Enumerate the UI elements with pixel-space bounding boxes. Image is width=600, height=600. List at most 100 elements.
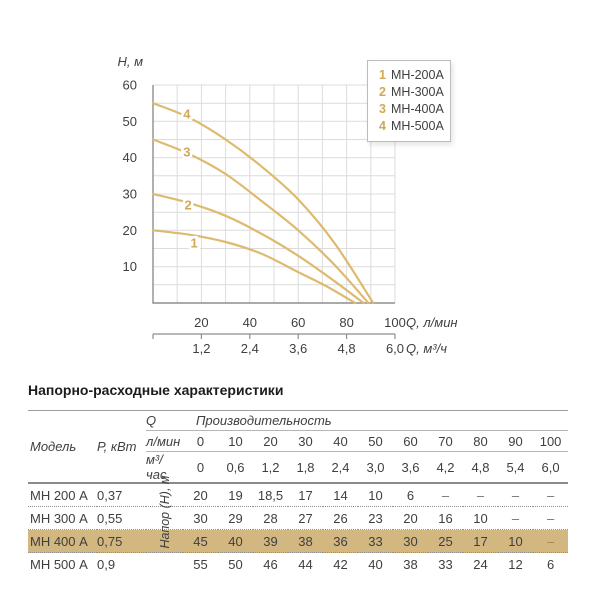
flow-m3h-value: 2,4 [323,451,358,484]
pump-curve-МН-400А [151,138,370,305]
x-tick-label-m3h: 4,8 [338,341,356,356]
head-value-cell: 39 [253,529,288,553]
table-row-мн-400-а: МН 400 А 0,75 45 40 39 38 36 33 30 25 17 10– [28,529,569,553]
header-row-groups: Модель Р, кВт Q Производительность [28,410,569,484]
head-value-cell: 23 [358,506,393,530]
head-value-cell: 26 [323,506,358,530]
legend-item: 3 МН-400А [377,101,450,118]
head-value-cell: 50 [218,552,253,575]
legend-index: 1 [379,68,386,82]
head-value-cell: 6 [406,487,415,503]
x-axis-title-lmin: Q, л/мин [406,315,458,330]
flow-lmin-value: 0 [183,430,218,452]
secondary-axis-m3h [152,333,396,339]
x-tick-label-m3h: 3,6 [289,341,307,356]
power-cell: 0,37 [97,487,123,503]
flow-m3h-value: 1,2 [253,451,288,484]
unit-m3h: м³/час [146,451,183,484]
head-value-cell: 17 [463,529,498,553]
legend-index: 4 [379,119,386,133]
power-cell: 0,9 [97,552,146,575]
head-value-cell: 44 [288,552,323,575]
y-tick-label: 20 [123,223,137,238]
flow-m3h-value: 4,2 [428,451,463,484]
unit-lmin: л/мин [146,430,183,452]
curve-index-label: 3 [183,145,190,160]
chart-grid [153,84,396,303]
col-header-model: Модель [28,410,97,484]
spec-section: Напорно-расходные характеристики Модель … [28,382,569,575]
flow-lmin-value: 70 [428,430,463,452]
power-cell: 0,75 [97,529,146,553]
head-value-cell: 46 [253,552,288,575]
flow-m3h-value: 6,0 [533,451,569,484]
pump-curve-МН-300А [151,192,365,305]
table-title: Напорно-расходные характеристики [28,382,284,398]
flow-m3h-value: 5,4 [498,451,533,484]
head-value-cell: 36 [323,529,358,553]
head-value-cell: 25 [428,529,463,553]
head-value-cell: – [511,487,520,503]
y-tick-label: 30 [123,187,137,202]
head-value-cell: – [498,506,533,530]
curve-index-label: 1 [190,236,197,251]
head-label-column-cell [146,552,183,575]
table-row-мн-500-а: МН 500 А 0,9 55 50 46 44 42 40 38 33 24 12 6 [28,552,569,575]
x-tick-label-m3h: 2,4 [241,341,259,356]
head-value-cell: 24 [463,552,498,575]
model-cell: МН 500 А [28,552,97,575]
pump-curve-МН-200А [151,229,357,305]
header-row-m3h: м³/час 0 0,6 1,2 1,8 2,4 3,0 3,6 4,2 4,8 5,4 6,0 [28,451,569,484]
head-value-cell: 10 [498,529,533,553]
y-tick-label: 10 [123,259,137,274]
flow-m3h-value: 0,6 [218,451,253,484]
model-cell: МН 400 А [28,529,97,553]
table-row-мн-300-а: МН 300 А 0,55 30 29 28 27 26 23 20 16 10– – [28,506,569,530]
flow-lmin-value: 90 [498,430,533,452]
flow-lmin-value: 80 [463,430,498,452]
head-value-cell: 30 [183,506,218,530]
flow-lmin-value: 50 [358,430,393,452]
x-tick-label-lmin: 100 [384,315,406,330]
model-cell: МН 300 А [28,506,97,530]
flow-m3h-value: 0 [183,451,218,484]
legend-label: МН-300А [391,85,444,99]
head-value-cell: 12 [498,552,533,575]
head-value-cell: 17 [298,487,313,503]
legend-label: МН-500А [391,119,444,133]
y-tick-label: 60 [123,78,137,93]
x-tick-label-lmin: 40 [243,315,257,330]
head-value-cell: 10 [463,506,498,530]
legend-index: 3 [379,102,386,116]
head-value-cell: 14 [333,487,348,503]
head-value-cell: 40 [358,552,393,575]
flow-lmin-value: 20 [253,430,288,452]
head-value-cell: – [441,487,450,503]
curve-index-label: 4 [183,107,191,122]
flow-lmin-value: 10 [218,430,253,452]
head-value-cell: 28 [253,506,288,530]
flow-m3h-value: 4,8 [463,451,498,484]
flow-lmin-value: 40 [323,430,358,452]
head-value-cell: 55 [183,552,218,575]
y-axis-title: Н, м [117,54,143,69]
x-tick-label-lmin: 60 [291,315,305,330]
curve-index-label: 2 [184,197,191,212]
head-value-cell: 16 [428,506,463,530]
head-value-cell: 33 [428,552,463,575]
head-value-cell: – [533,529,569,553]
chart-axes [152,85,395,304]
legend-label: МН-400А [391,102,444,116]
model-cell: МН 200 А [30,487,88,503]
head-value-cell: 6 [533,552,569,575]
head-value-cell: 20 [193,487,208,503]
legend-label: МН-200А [391,68,444,82]
flow-m3h-value: 1,8 [288,451,323,484]
head-label-column-cell [146,506,183,530]
head-value-cell: 40 [218,529,253,553]
chart-legend: 1 МН-200А 2 МН-300А 3 МН-400А 4 МН-500А [367,60,451,142]
header-row-lmin: л/мин 0 10 20 30 40 50 60 70 80 90 100 [28,430,569,452]
x-tick-label-m3h: 6,0 [386,341,404,356]
